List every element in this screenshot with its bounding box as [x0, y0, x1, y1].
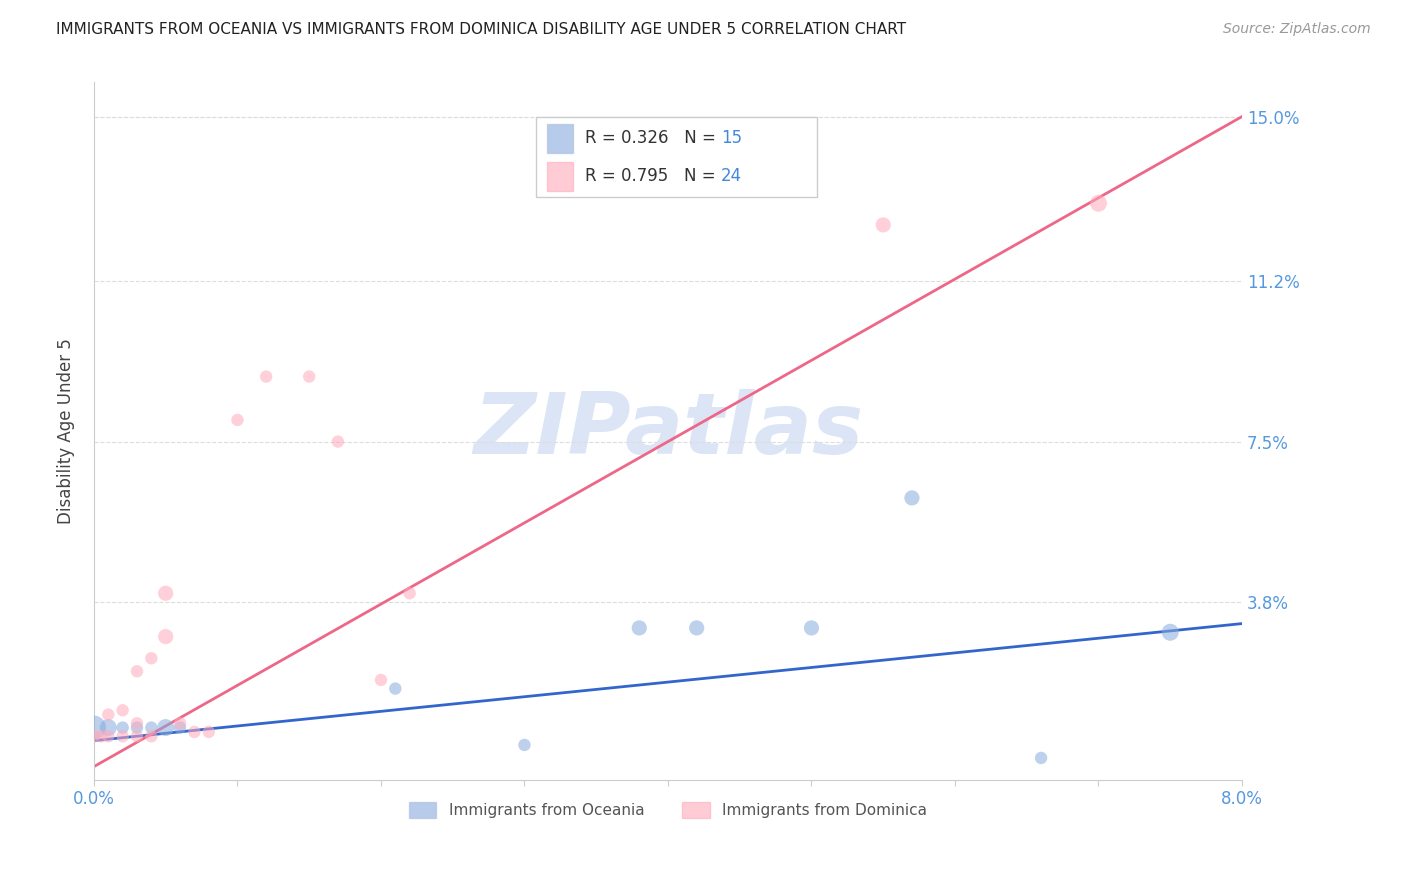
- Point: [384, 681, 406, 696]
- Point: [398, 586, 420, 600]
- Text: 24: 24: [721, 167, 742, 186]
- Point: [141, 651, 163, 665]
- Point: [111, 721, 134, 735]
- Point: [1029, 751, 1052, 765]
- Point: [513, 738, 536, 752]
- Point: [141, 729, 163, 743]
- Point: [155, 586, 177, 600]
- Point: [685, 621, 707, 635]
- Point: [872, 218, 894, 232]
- Point: [97, 729, 120, 743]
- Point: [226, 413, 249, 427]
- Bar: [536, 117, 817, 197]
- Point: [125, 721, 148, 735]
- Point: [254, 369, 277, 384]
- Point: [197, 725, 219, 739]
- Point: [800, 621, 823, 635]
- Bar: [547, 161, 572, 191]
- Point: [155, 721, 177, 735]
- Point: [141, 721, 163, 735]
- Point: [97, 721, 120, 735]
- Text: 15: 15: [721, 129, 742, 147]
- Point: [111, 729, 134, 743]
- Point: [155, 630, 177, 644]
- Point: [90, 729, 112, 743]
- Bar: [547, 124, 572, 153]
- Point: [628, 621, 651, 635]
- Point: [169, 716, 191, 731]
- Point: [125, 716, 148, 731]
- Point: [1087, 196, 1109, 211]
- Point: [901, 491, 924, 505]
- Text: R = 0.326   N =: R = 0.326 N =: [585, 129, 721, 147]
- Text: IMMIGRANTS FROM OCEANIA VS IMMIGRANTS FROM DOMINICA DISABILITY AGE UNDER 5 CORRE: IMMIGRANTS FROM OCEANIA VS IMMIGRANTS FR…: [56, 22, 907, 37]
- Text: R = 0.795   N =: R = 0.795 N =: [585, 167, 721, 186]
- Point: [97, 707, 120, 722]
- Legend: Immigrants from Oceania, Immigrants from Dominica: Immigrants from Oceania, Immigrants from…: [402, 796, 934, 824]
- Point: [125, 729, 148, 743]
- Point: [169, 721, 191, 735]
- Point: [111, 703, 134, 717]
- Point: [83, 729, 105, 743]
- Point: [326, 434, 349, 449]
- Point: [1159, 625, 1181, 640]
- Point: [183, 725, 205, 739]
- Point: [125, 665, 148, 679]
- Point: [370, 673, 392, 687]
- Y-axis label: Disability Age Under 5: Disability Age Under 5: [58, 338, 75, 524]
- Text: Source: ZipAtlas.com: Source: ZipAtlas.com: [1223, 22, 1371, 37]
- Text: ZIPatlas: ZIPatlas: [472, 389, 863, 472]
- Point: [298, 369, 321, 384]
- Point: [83, 721, 105, 735]
